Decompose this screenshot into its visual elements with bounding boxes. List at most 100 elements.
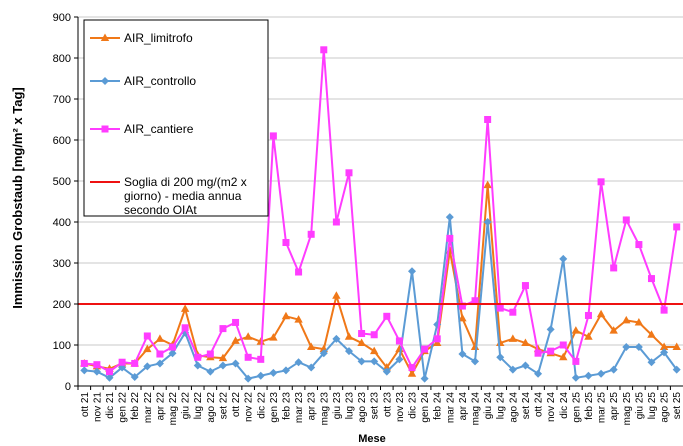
- y-axis-ticks: 0 100 200 300 400 500 600 700 800 900: [53, 12, 78, 393]
- data-point: [597, 178, 605, 186]
- x-tick-label: lug 22: [193, 392, 204, 420]
- data-point: [231, 336, 240, 344]
- x-tick-label: ago 25: [660, 392, 671, 423]
- data-point: [131, 359, 139, 367]
- x-tick-label: ago 22: [206, 392, 217, 423]
- data-point: [281, 366, 290, 375]
- x-tick-label: set 22: [218, 392, 229, 420]
- x-tick-label: gen 23: [269, 392, 280, 423]
- data-point: [470, 342, 480, 351]
- data-point: [483, 180, 492, 189]
- y-tick-label: 300: [53, 258, 71, 270]
- data-point: [660, 306, 668, 314]
- data-point: [269, 333, 278, 341]
- data-point: [181, 324, 189, 332]
- x-axis-ticks: ott 21 nov 21 dic 21 gen 22 feb 22 mar 22 apr …: [77, 386, 683, 426]
- x-tick-label: mar 25: [597, 392, 608, 424]
- legend-label: AIR_controllo: [124, 74, 196, 88]
- data-point: [383, 312, 391, 320]
- data-point: [243, 332, 253, 340]
- legend-label-line: giorno) - media annua: [124, 189, 242, 203]
- data-point: [358, 330, 366, 338]
- data-point: [244, 374, 253, 383]
- data-point: [118, 358, 126, 366]
- legend-marker: [100, 33, 110, 41]
- data-point: [269, 132, 277, 140]
- legend-item: AIR_limitrofo: [90, 31, 193, 45]
- x-tick-label: mag 22: [168, 392, 179, 426]
- legend-label-line: Soglia di 200 mg/(m2 x: [124, 175, 247, 189]
- x-tick-label: set 23: [370, 392, 381, 420]
- x-tick-label: dic 23: [408, 392, 419, 419]
- data-point: [634, 343, 643, 352]
- x-tick-label: nov 24: [546, 392, 557, 422]
- data-point: [421, 345, 429, 353]
- x-tick-label: nov 23: [395, 392, 406, 422]
- data-point: [647, 275, 655, 283]
- x-tick-label: dic 22: [256, 392, 267, 419]
- x-tick-label: giu 23: [332, 392, 343, 420]
- data-point: [407, 369, 417, 377]
- data-point: [319, 349, 328, 358]
- data-point: [143, 332, 151, 340]
- data-point: [534, 349, 542, 357]
- y-tick-label: 400: [53, 217, 71, 229]
- data-point: [344, 347, 353, 356]
- data-point: [496, 304, 504, 312]
- data-point: [155, 359, 164, 368]
- data-point: [294, 358, 303, 367]
- data-point: [307, 363, 316, 372]
- data-point: [257, 355, 265, 363]
- data-point: [559, 254, 568, 263]
- data-point: [194, 353, 202, 361]
- data-point: [344, 332, 354, 340]
- data-point: [673, 223, 681, 231]
- data-point: [584, 332, 593, 340]
- data-point: [357, 357, 366, 366]
- series-layer: [78, 46, 683, 383]
- data-point: [433, 335, 441, 343]
- data-point: [395, 355, 404, 364]
- data-point: [219, 325, 227, 333]
- data-point: [80, 359, 88, 367]
- data-point: [483, 218, 492, 226]
- data-point: [571, 326, 581, 334]
- data-point: [320, 46, 328, 54]
- data-point: [609, 365, 618, 374]
- data-point: [622, 315, 631, 324]
- y-tick-label: 700: [53, 94, 71, 106]
- x-tick-label: mag 24: [471, 392, 482, 426]
- x-tick-label: giu 22: [181, 392, 192, 420]
- x-tick-label: mar 24: [445, 392, 456, 424]
- x-tick-label: ott 23: [382, 392, 393, 417]
- data-point: [546, 325, 555, 334]
- data-point: [180, 304, 190, 312]
- data-point: [244, 353, 252, 361]
- x-tick-label: nov 21: [92, 392, 103, 422]
- data-point: [584, 311, 592, 319]
- x-tick-label: mag 23: [319, 392, 330, 426]
- data-point: [395, 337, 403, 345]
- x-tick-label: giu 25: [634, 392, 645, 420]
- data-point: [143, 344, 152, 353]
- data-point: [306, 342, 316, 351]
- y-axis-title: Immission Grobstaub [mg/m² x Tag]: [10, 87, 25, 309]
- x-tick-label: gen 22: [118, 392, 129, 423]
- data-point: [508, 365, 517, 374]
- x-tick-label: dic 24: [559, 392, 570, 419]
- data-point: [155, 334, 165, 342]
- data-point: [206, 350, 214, 358]
- legend-box: [83, 19, 269, 217]
- x-tick-label: feb 25: [584, 392, 595, 420]
- x-tick-label: feb 23: [281, 392, 292, 420]
- x-tick-label: mag 25: [622, 392, 633, 426]
- x-tick-label: ago 24: [508, 392, 519, 423]
- x-tick-label: lug 25: [647, 392, 658, 420]
- x-tick-label: feb 22: [130, 392, 141, 420]
- data-point: [509, 308, 517, 316]
- data-point: [370, 357, 379, 366]
- legend-label: AIR_limitrofo: [124, 31, 193, 45]
- data-point: [232, 318, 240, 326]
